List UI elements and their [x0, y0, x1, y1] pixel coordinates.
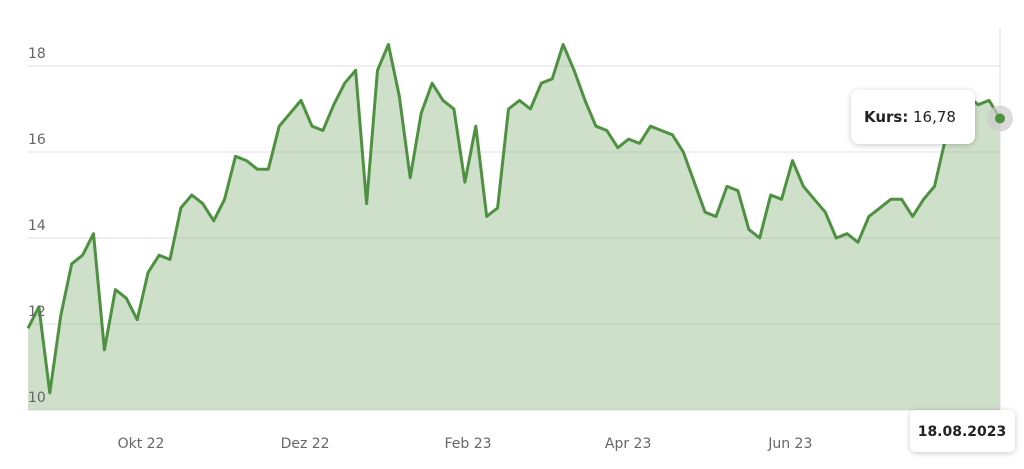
x-tick-label: Apr 23 — [605, 436, 651, 452]
date-box — [910, 410, 1015, 452]
y-tick-label: 18 — [28, 46, 46, 62]
x-tick-label: Dez 22 — [281, 436, 330, 452]
y-tick-label: 10 — [28, 390, 46, 406]
y-tick-label: 16 — [28, 132, 46, 148]
y-tick-label: 14 — [28, 218, 46, 234]
y-tick-label: 12 — [28, 304, 46, 320]
x-tick-label: Okt 22 — [118, 436, 165, 452]
date-label: 18.08.2023 — [918, 424, 1007, 440]
x-tick-label: Feb 23 — [444, 436, 491, 452]
price-line — [26, 43, 1002, 395]
tooltip-box — [851, 90, 975, 144]
hover-point — [995, 113, 1005, 124]
tooltip-label: Kurs: — [864, 108, 908, 126]
tooltip-value: 16,78 — [913, 108, 956, 126]
x-tick-label: Jun 23 — [767, 436, 812, 452]
area-fill — [28, 44, 1000, 410]
